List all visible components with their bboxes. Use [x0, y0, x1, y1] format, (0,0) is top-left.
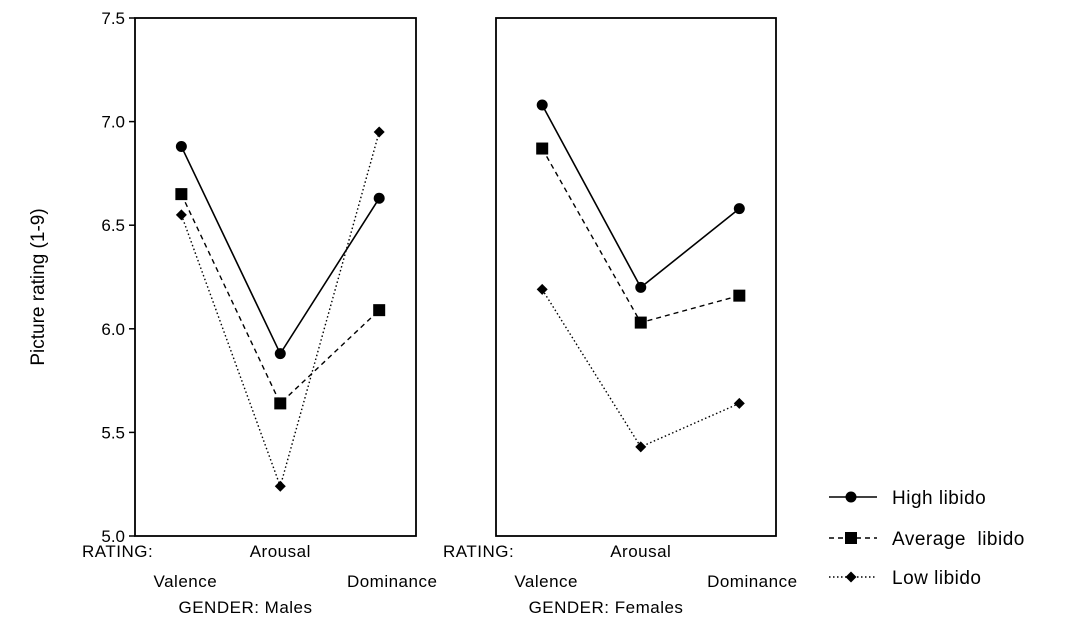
data-point-square [175, 188, 188, 201]
series-line-high-libido [180, 146, 380, 356]
series-line-low-libido [180, 131, 380, 489]
data-point-square [733, 289, 746, 302]
series-line-low-libido [541, 289, 740, 448]
data-point-circle [635, 281, 647, 293]
category-label-arousal: Arousal [250, 542, 311, 561]
legend-marker-diamond [845, 571, 857, 583]
y-tick-label: 5.0 [101, 527, 125, 546]
series-line-average-libido [180, 193, 380, 405]
y-axis-label-group: Picture rating (1-9) [28, 208, 49, 365]
panel-gender-label: GENDER: Males [178, 598, 312, 617]
data-point-diamond [373, 126, 385, 138]
y-axis-label: Picture rating (1-9) [28, 208, 49, 365]
legend-marker-square [845, 532, 857, 544]
y-tick-label: 5.5 [101, 423, 125, 442]
legend-item-low-libido: Low libido [829, 568, 982, 589]
category-label-valence: Valence [514, 572, 578, 591]
panel-females: RATING:Valence Arousal Dominance GENDER: Fe… [443, 17, 798, 617]
y-tick-label: 7.0 [101, 113, 125, 132]
legend-label: High libido [892, 488, 986, 509]
legend-marker-circle [845, 491, 857, 503]
plot-frame [495, 17, 777, 537]
data-point-circle [536, 99, 548, 111]
y-tick-label: 6.5 [101, 216, 125, 235]
data-point-circle [274, 348, 286, 360]
category-label-dominance: Dominance [347, 572, 438, 591]
data-point-square [536, 142, 549, 155]
legend-item-high-libido: High libido [829, 488, 986, 509]
legend-label: Average libido [892, 529, 1025, 550]
series-line-high-libido [541, 104, 740, 289]
data-point-diamond [274, 480, 286, 492]
rating-prefix-label: RATING: [82, 542, 153, 561]
y-tick-label: 6.0 [101, 320, 125, 339]
data-point-diamond [635, 441, 647, 453]
data-point-circle [733, 203, 745, 215]
y-axis-ticks: 7.5 7.0 6.5 6.0 5.5 5.0 [101, 9, 135, 546]
data-point-diamond [536, 283, 548, 295]
legend: High libido Average libido Low libido [829, 488, 1025, 589]
legend-item-average-libido: Average libido [829, 529, 1025, 550]
category-label-dominance: Dominance [707, 572, 798, 591]
plot-frame [134, 17, 417, 537]
data-point-square [373, 304, 386, 317]
panel-males: RATING:Valence Arousal Dominance GENDER: Ma… [82, 17, 438, 617]
data-point-diamond [733, 397, 745, 409]
rating-prefix-label: RATING: [443, 542, 514, 561]
legend-label: Low libido [892, 568, 982, 589]
category-label-valence: Valence [154, 572, 218, 591]
data-point-square [634, 316, 647, 329]
data-point-square [274, 397, 287, 410]
data-point-circle [175, 140, 187, 152]
series-line-average-libido [541, 148, 740, 324]
data-point-circle [373, 192, 385, 204]
category-label-arousal: Arousal [610, 542, 671, 561]
data-point-diamond [175, 209, 187, 221]
y-tick-label: 7.5 [101, 9, 125, 28]
panel-gender-label: GENDER: Females [529, 598, 684, 617]
